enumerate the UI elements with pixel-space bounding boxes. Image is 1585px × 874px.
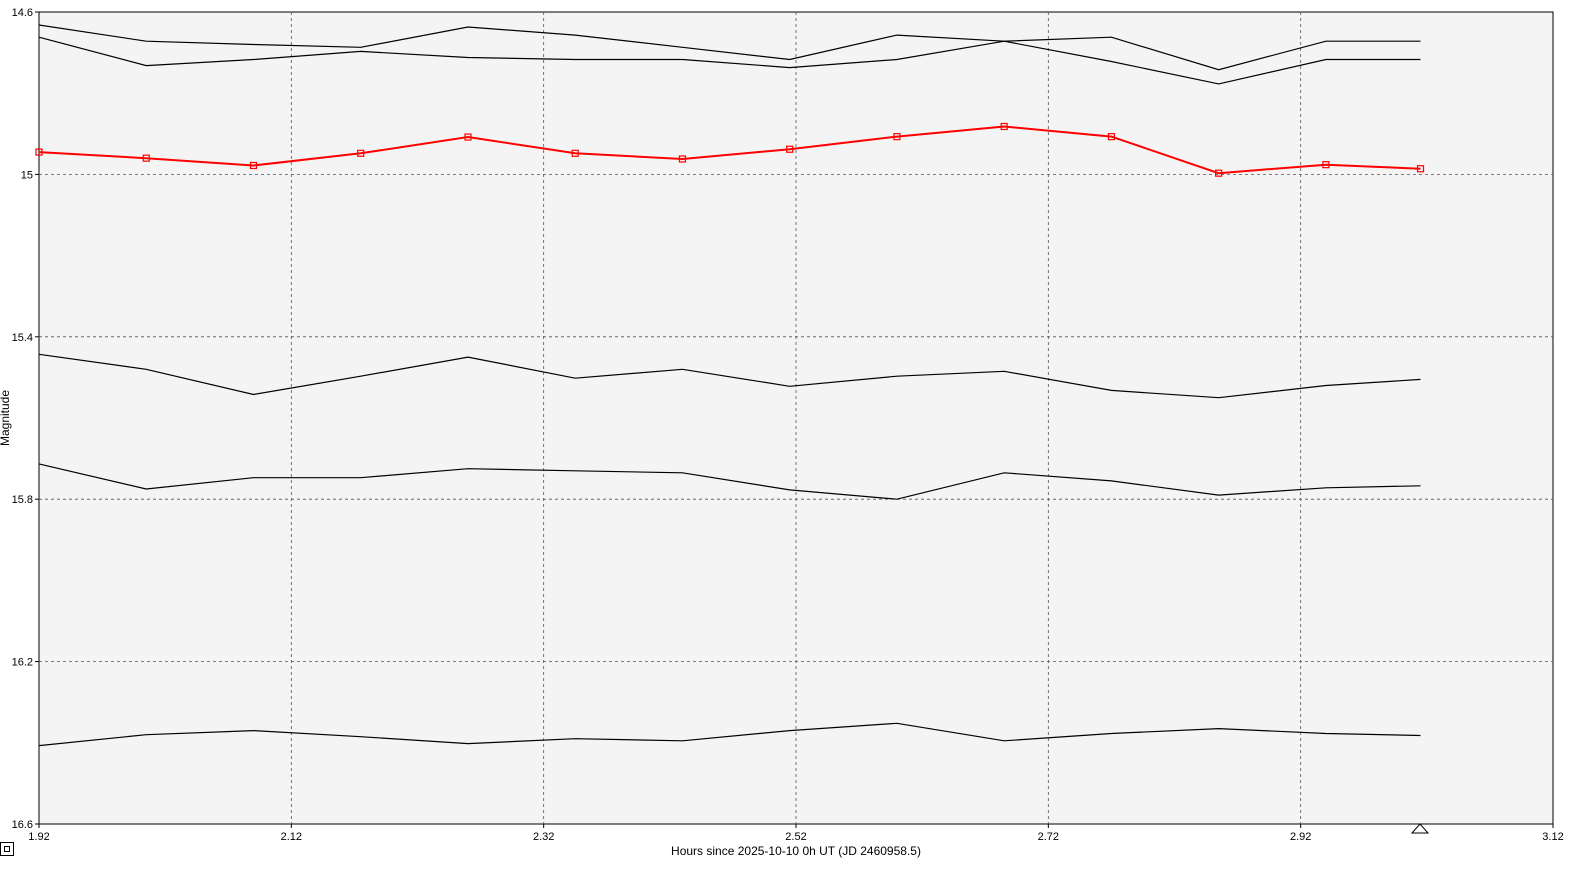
plot-area (38, 11, 1554, 825)
x-tick-label: 2.32 (533, 831, 554, 843)
target-data-point (1215, 169, 1223, 177)
target-data-point (464, 133, 472, 141)
target-data-point (893, 133, 901, 141)
x-tick-label: 2.92 (1290, 831, 1311, 843)
comparison-series-line (38, 722, 1421, 747)
target-data-point (1322, 161, 1330, 169)
x-tick-label: 2.12 (281, 831, 302, 843)
corner-toggle-button[interactable] (0, 842, 14, 856)
y-tick-label: 15.8 (12, 494, 33, 506)
comparison-series-line (38, 24, 1421, 71)
y-tick-label: 15.4 (12, 332, 33, 344)
y-tick-label: 16.2 (12, 657, 33, 669)
target-data-point (249, 161, 258, 170)
x-tick-label: 2.72 (1038, 831, 1059, 843)
target-data-point (786, 145, 794, 153)
target-data-point (142, 154, 150, 162)
y-axis-title: Magnitude (0, 390, 12, 446)
target-data-point (1000, 122, 1008, 131)
comparison-series-line (38, 36, 1421, 85)
target-series-line (38, 125, 1421, 175)
x-axis-title: Hours since 2025-10-10 0h UT (JD 2460958… (671, 844, 921, 858)
time-marker-triangle-icon (1410, 823, 1430, 834)
target-data-point (571, 149, 579, 157)
series-lines (38, 24, 1421, 747)
comparison-series-line (38, 353, 1421, 399)
grid-lines (39, 12, 1553, 824)
y-tick-label: 16.6 (12, 819, 33, 831)
x-tick-label: 2.52 (785, 831, 806, 843)
y-tick-label: 14.6 (12, 7, 33, 19)
target-data-point (1416, 165, 1425, 173)
comparison-series-line (38, 463, 1421, 500)
y-axis-ticks: 14.6 15 15.4 15.8 16.2 16.6 (12, 7, 39, 831)
target-data-point (1107, 133, 1116, 141)
square-icon (4, 846, 10, 852)
target-data-point (678, 155, 687, 163)
x-tick-label: 3.12 (1542, 831, 1563, 843)
target-data-point (35, 148, 43, 156)
y-tick-label: 15 (21, 169, 33, 181)
series-markers (35, 122, 1425, 177)
x-tick-label: 1.92 (28, 831, 49, 843)
x-axis-ticks: 1.92 2.12 2.32 2.52 2.72 2.92 3.12 (28, 824, 1564, 843)
target-data-point (357, 149, 365, 157)
